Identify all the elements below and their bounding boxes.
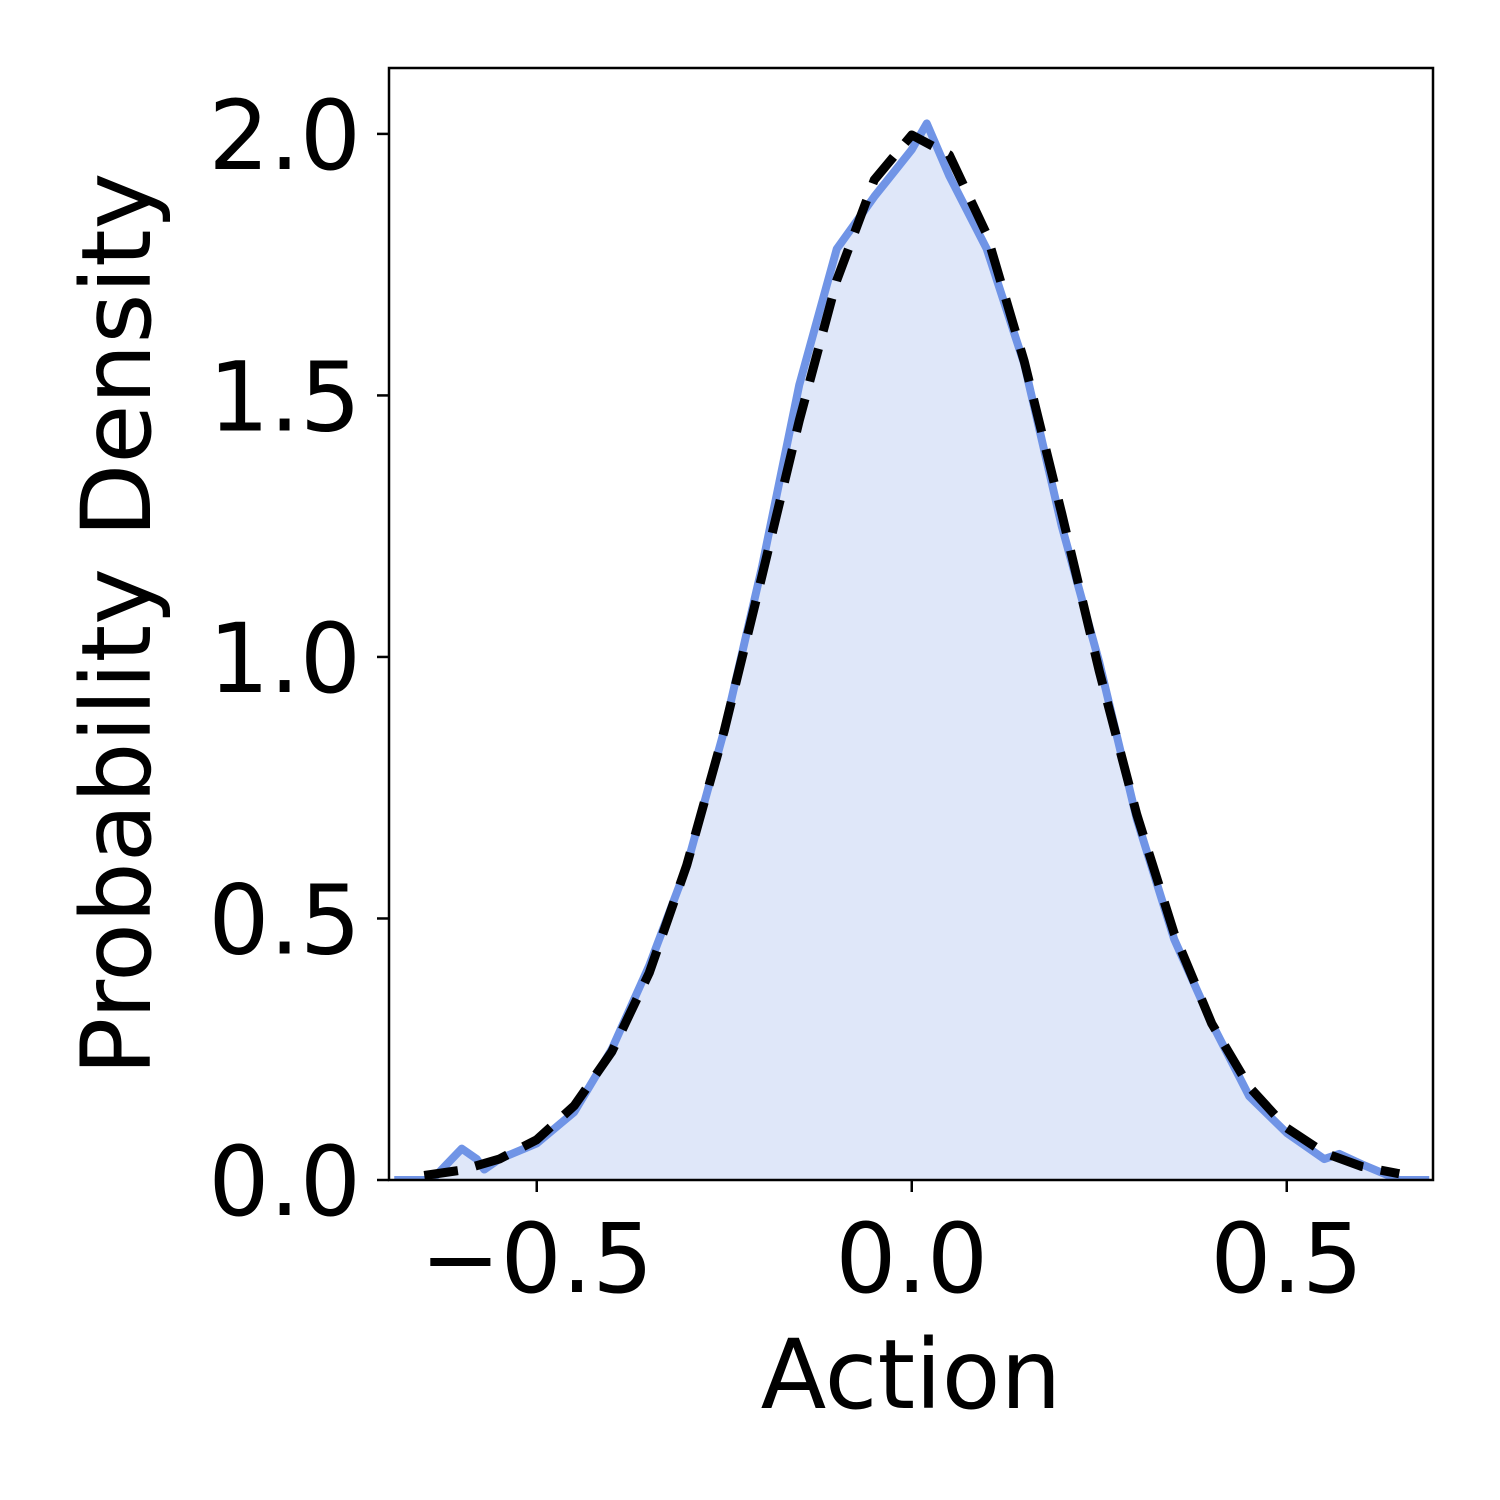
x-axis-label: Action xyxy=(761,1319,1062,1431)
y-tick-label: 1.0 xyxy=(208,603,361,715)
y-tick-label: 0.0 xyxy=(208,1126,361,1238)
y-tick-label: 1.5 xyxy=(208,341,361,453)
x-tick-label: 0.5 xyxy=(1210,1203,1363,1315)
area-fill xyxy=(394,123,1430,1180)
x-tick-label: −0.5 xyxy=(420,1203,653,1315)
y-tick-label: 0.5 xyxy=(208,864,361,976)
plot-area xyxy=(394,119,1430,1180)
y-tick-label: 2.0 xyxy=(208,80,361,192)
x-tick-label: 0.0 xyxy=(835,1203,988,1315)
fit-line xyxy=(423,130,1401,1180)
y-axis-label: Probability Density xyxy=(61,173,173,1076)
